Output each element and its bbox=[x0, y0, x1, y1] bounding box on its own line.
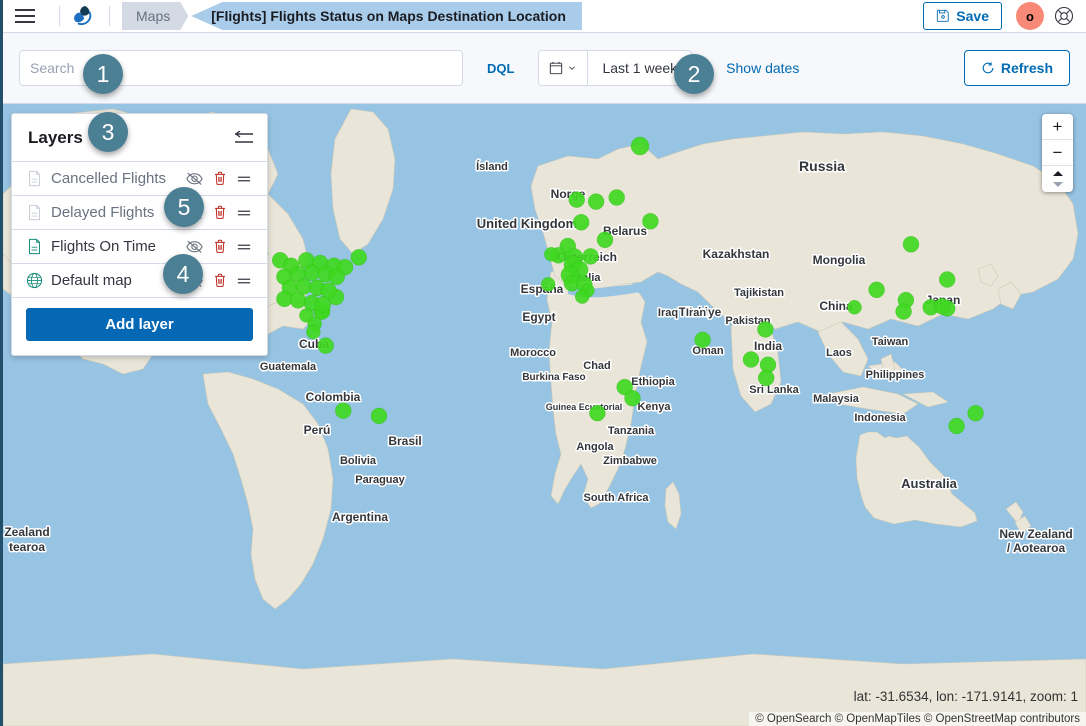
svg-text:Oman: Oman bbox=[692, 345, 723, 357]
svg-text:Angola: Angola bbox=[576, 441, 614, 453]
svg-text:Guinea Ecuatorial: Guinea Ecuatorial bbox=[546, 402, 623, 412]
svg-text:Zealand: Zealand bbox=[4, 525, 49, 539]
svg-text:New Zealand: New Zealand bbox=[999, 527, 1072, 541]
svg-text:Kazakhstan: Kazakhstan bbox=[703, 247, 770, 261]
svg-text:Ethiopia: Ethiopia bbox=[631, 376, 675, 388]
svg-text:Sri Lanka: Sri Lanka bbox=[749, 384, 799, 396]
svg-text:Ísland: Ísland bbox=[476, 160, 508, 173]
svg-text:Taiwan: Taiwan bbox=[872, 336, 909, 348]
svg-text:Russia: Russia bbox=[799, 158, 845, 174]
svg-text:Laos: Laos bbox=[826, 347, 852, 359]
svg-text:/ Aotearoa: / Aotearoa bbox=[1007, 541, 1066, 555]
svg-text:South Africa: South Africa bbox=[584, 492, 650, 504]
svg-text:Australia: Australia bbox=[901, 476, 957, 491]
svg-text:Guatemala: Guatemala bbox=[260, 361, 317, 373]
svg-text:Morocco: Morocco bbox=[510, 347, 556, 359]
svg-text:Chad: Chad bbox=[583, 360, 611, 372]
svg-text:India: India bbox=[754, 339, 782, 353]
svg-text:Kenya: Kenya bbox=[637, 401, 671, 413]
svg-text:tearoa: tearoa bbox=[9, 540, 45, 554]
svg-text:Brasil: Brasil bbox=[388, 434, 421, 448]
svg-text:Egypt: Egypt bbox=[522, 310, 555, 324]
svg-text:Indonesia: Indonesia bbox=[854, 412, 906, 424]
svg-text:Zimbabwe: Zimbabwe bbox=[603, 455, 657, 467]
svg-text:Perú: Perú bbox=[304, 423, 331, 437]
svg-text:United Kingdom: United Kingdom bbox=[477, 216, 577, 231]
svg-text:Bolivia: Bolivia bbox=[340, 455, 377, 467]
svg-text:Argentina: Argentina bbox=[332, 510, 388, 524]
svg-text:Iran: Iran bbox=[686, 307, 706, 319]
svg-text:Philippines: Philippines bbox=[866, 369, 925, 381]
svg-text:Burkina Faso: Burkina Faso bbox=[522, 372, 585, 383]
svg-text:Malaysia: Malaysia bbox=[813, 393, 860, 405]
svg-text:Colombia: Colombia bbox=[306, 390, 361, 404]
svg-text:Tanzania: Tanzania bbox=[608, 425, 655, 437]
svg-text:Tajikistan: Tajikistan bbox=[734, 287, 784, 299]
svg-text:Paraguay: Paraguay bbox=[355, 474, 405, 486]
svg-text:Mongolia: Mongolia bbox=[813, 253, 866, 267]
svg-text:Iraq: Iraq bbox=[658, 307, 678, 319]
